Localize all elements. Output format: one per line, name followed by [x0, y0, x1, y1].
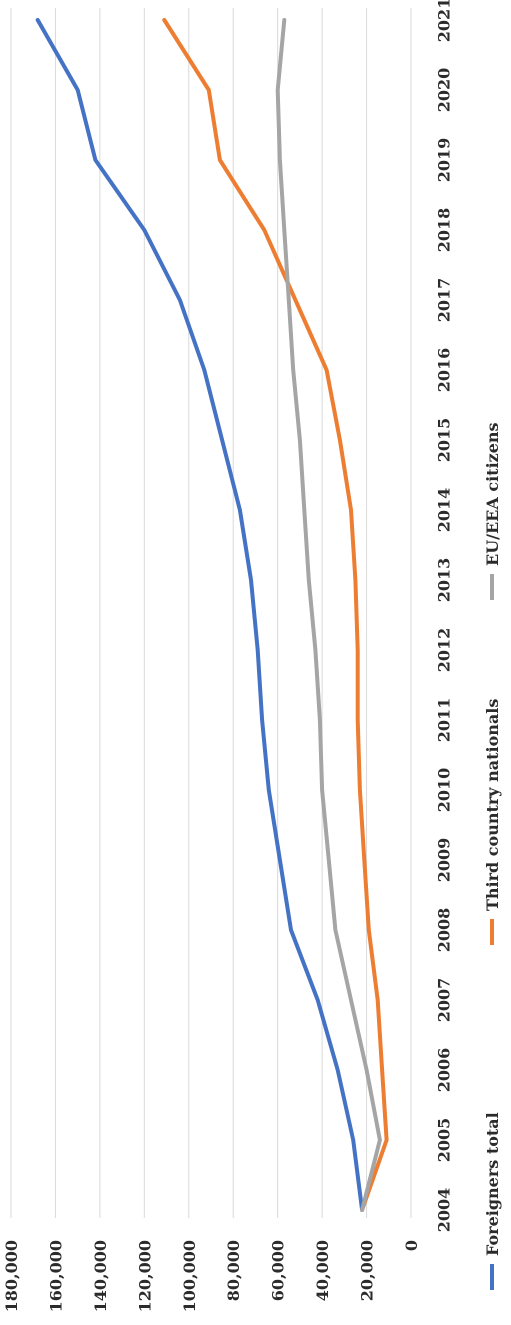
year-tick-label: 2019	[435, 138, 454, 183]
year-tick-label: 2014	[435, 488, 454, 533]
value-tick-label: 160,000	[46, 1240, 65, 1312]
value-tick-label: 180,000	[2, 1240, 21, 1312]
year-tick-label: 2010	[435, 768, 454, 813]
year-tick-label: 2009	[435, 838, 454, 883]
year-tick-label: 2016	[435, 348, 454, 393]
year-tick-label: 2007	[435, 978, 454, 1023]
year-tick-label: 2006	[435, 1048, 454, 1093]
year-axis-ticks: 2004 2005 2006 2007 2008 2009 2010 2011 2012 2013…	[435, 0, 454, 1232]
value-tick-label: 140,000	[91, 1240, 110, 1312]
series-line-1	[162, 18, 389, 1212]
value-tick-label: 0	[402, 1240, 421, 1251]
year-tick-label: 2004	[435, 1188, 454, 1233]
legend: Foreigners total Third country nationals E…	[483, 422, 502, 1290]
legend-label: Third country nationals	[483, 699, 502, 911]
value-tick-label: 60,000	[269, 1240, 288, 1301]
gridlines	[10, 8, 412, 1218]
legend-label: Foreigners total	[483, 1112, 502, 1256]
legend-label: EU/EEA citizens	[483, 422, 502, 566]
year-tick-label: 2012	[435, 628, 454, 673]
year-tick-label: 2020	[435, 68, 454, 113]
year-tick-label: 2005	[435, 1118, 454, 1163]
value-tick-label: 100,000	[180, 1240, 199, 1312]
year-tick-label: 2008	[435, 908, 454, 953]
series-lines	[35, 18, 389, 1212]
year-tick-label: 2017	[435, 278, 454, 323]
year-tick-label: 2015	[435, 418, 454, 463]
year-tick-label: 2021	[435, 0, 454, 42]
year-tick-label: 2013	[435, 558, 454, 603]
series-line-0	[35, 18, 365, 1212]
value-tick-label: 80,000	[224, 1240, 243, 1301]
value-tick-label: 120,000	[135, 1240, 154, 1312]
year-tick-label: 2011	[435, 698, 454, 743]
series-line-2	[275, 18, 382, 1212]
value-axis-ticks: 0 20,000 40,000 60,000 80,000 100,000 120,000 1…	[2, 1240, 421, 1312]
value-tick-label: 20,000	[358, 1240, 377, 1301]
value-tick-label: 40,000	[313, 1240, 332, 1301]
year-tick-label: 2018	[435, 208, 454, 253]
